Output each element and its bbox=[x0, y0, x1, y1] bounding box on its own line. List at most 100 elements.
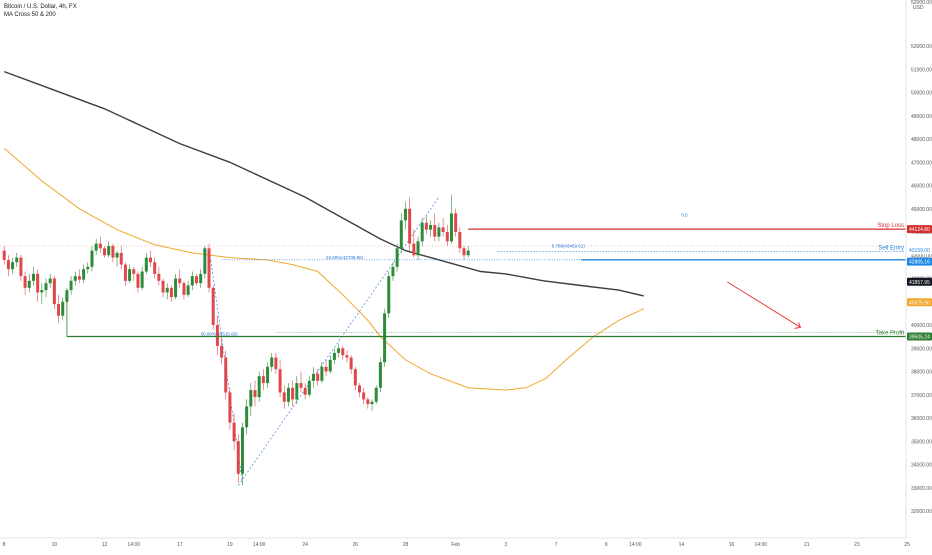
candle-body[interactable] bbox=[115, 252, 119, 258]
candle-body[interactable] bbox=[286, 387, 290, 402]
candle-body[interactable] bbox=[433, 225, 437, 237]
candle-body[interactable] bbox=[107, 245, 111, 256]
candle-body[interactable] bbox=[366, 399, 370, 405]
candle-body[interactable] bbox=[6, 259, 10, 270]
candle-body[interactable] bbox=[128, 269, 132, 281]
candle-body[interactable] bbox=[437, 227, 441, 237]
candle-body[interactable] bbox=[349, 357, 353, 370]
candle-body[interactable] bbox=[270, 357, 274, 367]
candle-body[interactable] bbox=[40, 290, 44, 293]
candle-body[interactable] bbox=[445, 232, 449, 242]
candle-body[interactable] bbox=[161, 280, 165, 293]
candle-body[interactable] bbox=[90, 250, 94, 267]
candle-body[interactable] bbox=[312, 373, 316, 381]
candle-body[interactable] bbox=[266, 366, 270, 384]
candle-body[interactable] bbox=[295, 383, 299, 400]
candle-body[interactable] bbox=[169, 287, 173, 298]
candle-body[interactable] bbox=[19, 257, 23, 277]
candle-body[interactable] bbox=[378, 362, 382, 388]
price-axis[interactable]: 32000.00 33000.00 34000.00 35000.00 36000.00… bbox=[905, 0, 932, 538]
candle-body[interactable] bbox=[36, 273, 40, 293]
candle-body[interactable] bbox=[44, 283, 48, 291]
fibonacci-drawings[interactable]: 23.60%(42705.96) 0.786(43459.61) 50.00%(43… bbox=[0, 196, 906, 486]
candle-body[interactable] bbox=[429, 225, 433, 230]
candle-body[interactable] bbox=[2, 250, 6, 260]
candle-body[interactable] bbox=[458, 232, 462, 249]
candle-body[interactable] bbox=[374, 387, 378, 402]
candle-body[interactable] bbox=[261, 376, 265, 384]
candle-body[interactable] bbox=[320, 366, 324, 381]
candle-body[interactable] bbox=[86, 266, 90, 270]
candle-body[interactable] bbox=[337, 348, 341, 353]
candle-body[interactable] bbox=[420, 222, 424, 242]
candle-body[interactable] bbox=[383, 313, 387, 363]
candle-body[interactable] bbox=[94, 243, 98, 251]
candle-body[interactable] bbox=[395, 248, 399, 267]
candle-body[interactable] bbox=[462, 248, 466, 256]
candle-body[interactable] bbox=[316, 373, 320, 381]
candle-body[interactable] bbox=[299, 383, 303, 388]
candle-body[interactable] bbox=[403, 208, 407, 221]
candle-body[interactable] bbox=[362, 392, 366, 400]
candle-body[interactable] bbox=[278, 369, 282, 393]
candle-body[interactable] bbox=[149, 257, 152, 263]
candle-body[interactable] bbox=[98, 243, 102, 249]
candle-body[interactable] bbox=[27, 280, 31, 288]
candle-body[interactable] bbox=[11, 262, 15, 270]
candle-body[interactable] bbox=[412, 243, 416, 256]
candle-body[interactable] bbox=[103, 248, 107, 256]
candle-body[interactable] bbox=[165, 287, 169, 293]
candles[interactable] bbox=[2, 194, 470, 486]
candle-body[interactable] bbox=[203, 248, 207, 274]
candle-body[interactable] bbox=[257, 376, 261, 398]
candle-body[interactable] bbox=[111, 245, 115, 258]
candle-body[interactable] bbox=[324, 366, 328, 372]
candle-body[interactable] bbox=[136, 273, 140, 288]
candle-body[interactable] bbox=[140, 271, 144, 288]
candle-body[interactable] bbox=[253, 390, 257, 398]
candle-body[interactable] bbox=[65, 290, 69, 302]
candle-body[interactable] bbox=[232, 422, 236, 442]
candle-body[interactable] bbox=[307, 380, 311, 395]
candle-body[interactable] bbox=[454, 213, 458, 232]
candle-body[interactable] bbox=[332, 352, 336, 360]
candle-body[interactable] bbox=[345, 355, 349, 358]
candle-body[interactable] bbox=[353, 369, 357, 386]
candle-body[interactable] bbox=[178, 278, 182, 284]
candle-body[interactable] bbox=[228, 392, 232, 423]
candle-body[interactable] bbox=[328, 359, 332, 372]
candle-body[interactable] bbox=[211, 287, 215, 325]
candle-body[interactable] bbox=[282, 392, 286, 402]
candle-body[interactable] bbox=[370, 401, 374, 405]
trade-levels[interactable]: Stop Loss Sell Entry Take Profit bbox=[66, 223, 906, 338]
candle-body[interactable] bbox=[186, 285, 190, 295]
candle-body[interactable] bbox=[236, 441, 240, 474]
time-axis[interactable]: 8 10 12 14:00 17 19 14:00 24 26 28 Feb 3 7 9 14:00 14 16… bbox=[0, 537, 910, 548]
candle-body[interactable] bbox=[119, 252, 123, 265]
candle-body[interactable] bbox=[153, 262, 157, 274]
candle-body[interactable] bbox=[341, 348, 345, 356]
candle-body[interactable] bbox=[408, 208, 412, 244]
candle-body[interactable] bbox=[387, 276, 391, 314]
candle-body[interactable] bbox=[224, 357, 228, 393]
candle-body[interactable] bbox=[15, 257, 19, 263]
candle-body[interactable] bbox=[52, 278, 56, 305]
candle-body[interactable] bbox=[245, 406, 249, 428]
candle-body[interactable] bbox=[194, 276, 198, 284]
candle-body[interactable] bbox=[57, 304, 61, 316]
fib-swing-up-line[interactable] bbox=[238, 196, 440, 486]
candle-body[interactable] bbox=[240, 427, 244, 474]
candle-body[interactable] bbox=[399, 220, 403, 249]
candle-body[interactable] bbox=[48, 278, 52, 284]
candle-body[interactable] bbox=[174, 278, 178, 298]
candle-body[interactable] bbox=[274, 357, 278, 370]
candle-body[interactable] bbox=[31, 273, 35, 281]
candle-body[interactable] bbox=[132, 269, 136, 274]
candle-body[interactable] bbox=[466, 250, 470, 256]
candle-body[interactable] bbox=[190, 276, 194, 286]
candle-body[interactable] bbox=[157, 273, 161, 281]
candle-body[interactable] bbox=[424, 222, 428, 230]
candle-body[interactable] bbox=[182, 283, 186, 295]
